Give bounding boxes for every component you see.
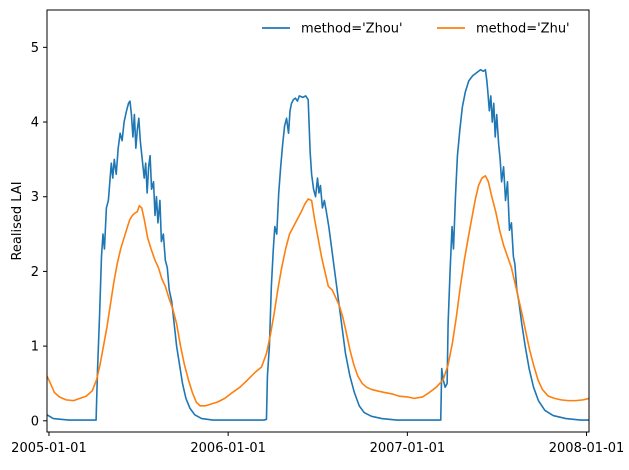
x-tick-label: 2006-01-01 bbox=[190, 441, 266, 456]
y-tick-label: 3 bbox=[31, 190, 39, 205]
axes-frame bbox=[46, 9, 590, 433]
x-axis: 2005-01-01 2006-01-01 2007-01-01 2008-01-01 bbox=[11, 432, 624, 456]
legend-label-zhu: method='Zhu' bbox=[476, 22, 570, 37]
x-tick-label: 2008-01-01 bbox=[549, 441, 625, 456]
plot-area bbox=[47, 68, 589, 421]
y-tick-label: 2 bbox=[31, 265, 39, 280]
x-tick-label: 2005-01-01 bbox=[11, 441, 87, 456]
y-tick-label: 5 bbox=[31, 41, 39, 56]
legend: method='Zhou' method='Zhu' bbox=[262, 22, 570, 37]
series-line-zhu bbox=[47, 175, 589, 407]
y-tick-label: 1 bbox=[31, 340, 39, 355]
series-line-zhou bbox=[47, 68, 589, 421]
y-axis-label: Realised LAI bbox=[10, 181, 25, 260]
x-tick-label: 2007-01-01 bbox=[370, 441, 446, 456]
legend-label-zhou: method='Zhou' bbox=[301, 22, 403, 37]
y-tick-label: 4 bbox=[31, 116, 39, 131]
y-tick-label: 0 bbox=[31, 414, 39, 429]
y-axis: 0 1 2 3 4 5 bbox=[31, 41, 47, 429]
